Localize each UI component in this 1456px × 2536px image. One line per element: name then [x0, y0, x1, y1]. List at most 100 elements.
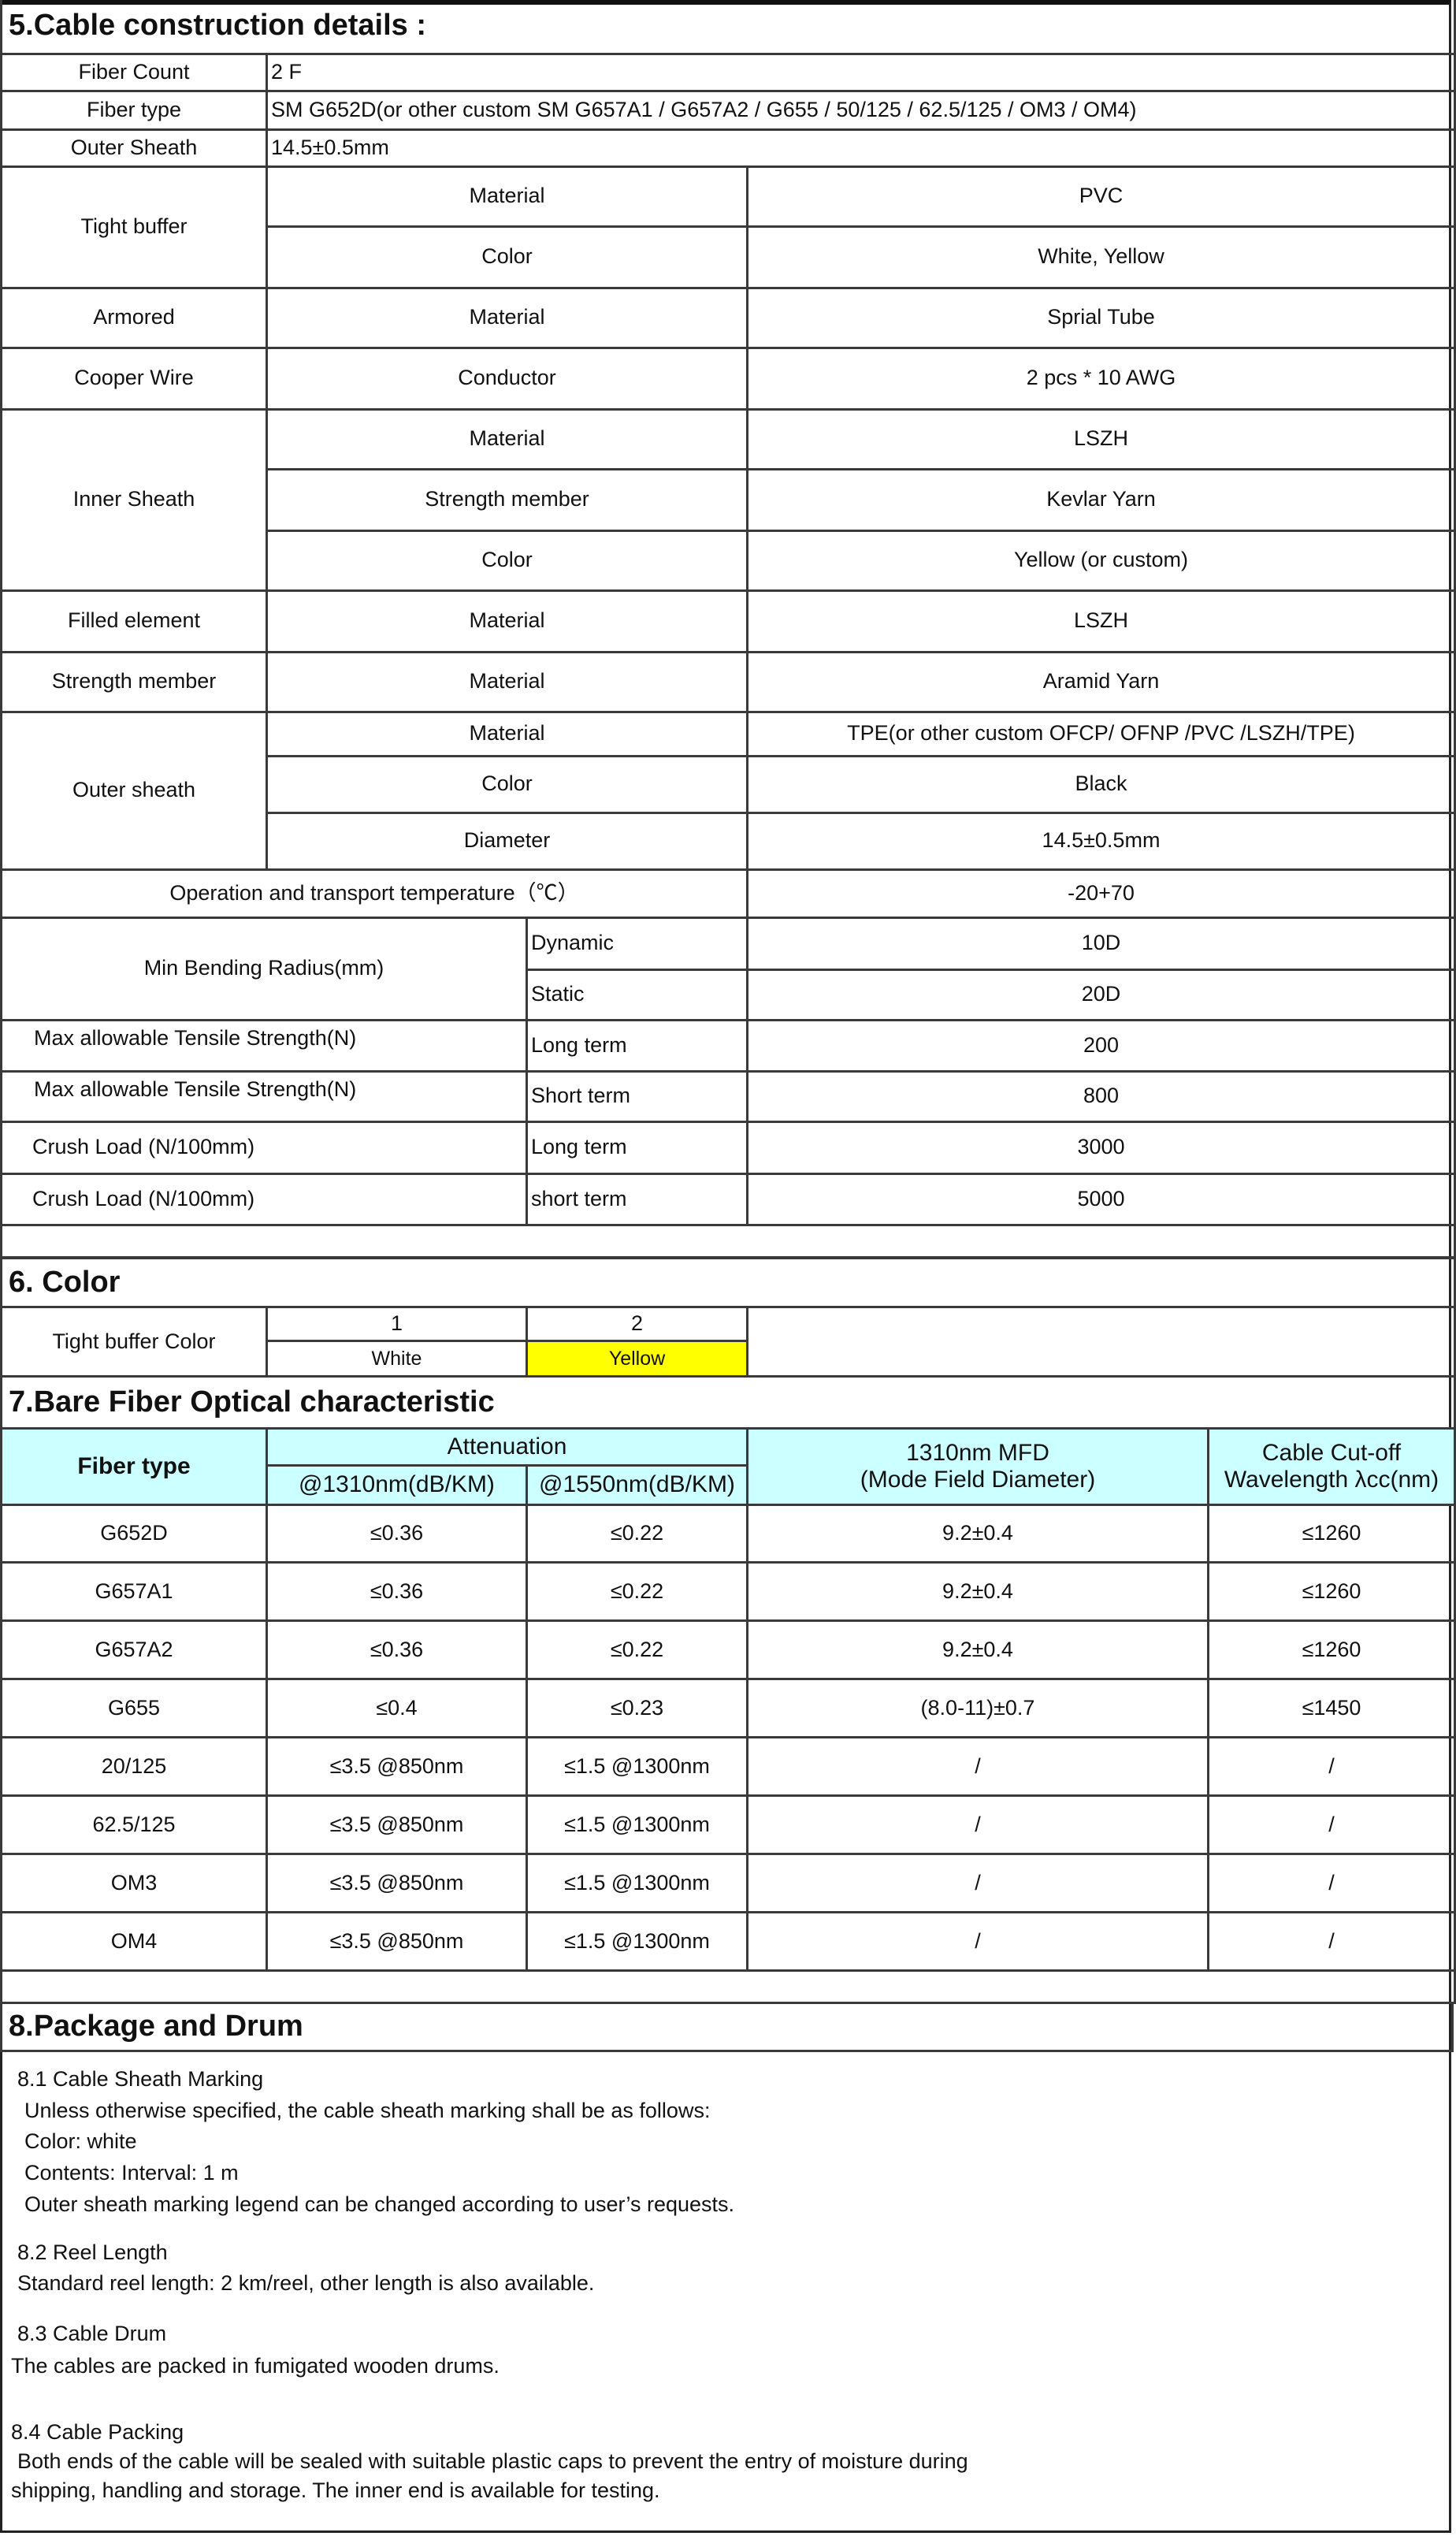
- table-cell: G657A2: [0, 1619, 268, 1680]
- table-row: G657A2 ≤0.36 ≤0.22 9.2±0.4 ≤1260: [0, 1619, 1456, 1680]
- table-cell: 62.5/125: [0, 1794, 268, 1855]
- label-bending-radius: Min Bending Radius(mm): [0, 916, 528, 1021]
- table-cell: /: [746, 1736, 1209, 1797]
- table-cell: G655: [0, 1678, 268, 1738]
- table-cell: ≤1.5 @1300nm: [526, 1911, 748, 1972]
- spacer-row: [0, 1223, 1456, 1259]
- key: Short term: [526, 1069, 748, 1123]
- table-cell: ≤0.22: [526, 1561, 748, 1622]
- table-cell: /: [1206, 1853, 1456, 1913]
- header-cutoff-line1: Cable Cut-off: [1261, 1439, 1402, 1466]
- table-row: OM3 ≤3.5 @850nm ≤1.5 @1300nm / /: [0, 1853, 1456, 1913]
- key: Static: [526, 968, 748, 1021]
- label-tensile-long: Max allowable Tensile Strength(N): [0, 1018, 528, 1073]
- key: Color: [266, 225, 748, 289]
- package-title-table: 8.Package and Drum: [0, 2002, 1454, 2052]
- table-cell: 9.2±0.4: [746, 1504, 1209, 1564]
- value: 3000: [746, 1120, 1456, 1175]
- header-attenuation: Attenuation: [266, 1427, 748, 1467]
- table-cell: ≤0.36: [266, 1504, 528, 1564]
- value-fiber-type: SM G652D(or other custom SM G657A1 / G65…: [266, 89, 1456, 131]
- text-line: Standard reel length: 2 km/reel, other l…: [17, 2271, 595, 2295]
- key: Long term: [526, 1120, 748, 1175]
- label-strength-member: Strength member: [0, 650, 268, 713]
- text-line: shipping, handling and storage. The inne…: [11, 2478, 660, 2502]
- value: 5000: [746, 1172, 1456, 1226]
- header-mfd: 1310nm MFD (Mode Field Diameter): [746, 1427, 1209, 1506]
- text-line: Outer sheath marking legend can be chang…: [24, 2192, 735, 2216]
- table-cell: /: [746, 1794, 1209, 1855]
- table-cell: 9.2±0.4: [746, 1619, 1209, 1680]
- label-crush-short: Crush Load (N/100mm): [0, 1172, 528, 1226]
- text-line: Color: white: [24, 2129, 137, 2153]
- table-cell: ≤1260: [1206, 1619, 1456, 1680]
- label-crush-long: Crush Load (N/100mm): [0, 1120, 528, 1175]
- value: 800: [746, 1069, 1456, 1123]
- table-cell: ≤1.5 @1300nm: [526, 1853, 748, 1913]
- table-cell: ≤0.22: [526, 1619, 748, 1680]
- value: 200: [746, 1018, 1456, 1073]
- table-cell: ≤0.36: [266, 1619, 528, 1680]
- heading-8-2: 8.2 Reel Length: [17, 2240, 168, 2264]
- table-row: 62.5/125 ≤3.5 @850nm ≤1.5 @1300nm / /: [0, 1794, 1456, 1855]
- header-att-1550: @1550nm(dB/KM): [526, 1464, 748, 1506]
- label-temperature: Operation and transport temperature（℃）: [0, 868, 748, 919]
- label-fiber-count: Fiber Count: [0, 52, 268, 92]
- table-row: 20/125 ≤3.5 @850nm ≤1.5 @1300nm / /: [0, 1736, 1456, 1797]
- label-fiber-type: Fiber type: [0, 89, 268, 131]
- value: 14.5±0.5mm: [746, 811, 1456, 871]
- value: Sprial Tube: [746, 286, 1456, 349]
- value: TPE(or other custom OFCP/ OFNP /PVC /LSZ…: [746, 710, 1456, 757]
- table-cell: ≤3.5 @850nm: [266, 1853, 528, 1913]
- table-cell: /: [746, 1911, 1209, 1972]
- text-line: Contents: Interval: 1 m: [24, 2161, 239, 2185]
- table-cell: ≤1450: [1206, 1678, 1456, 1738]
- key: Material: [266, 650, 748, 713]
- table-cell: OM4: [0, 1911, 268, 1972]
- table-row: G652D ≤0.36 ≤0.22 9.2±0.4 ≤1260: [0, 1504, 1456, 1564]
- heading-8-1: 8.1 Cable Sheath Marking: [17, 2067, 264, 2091]
- value: Yellow (or custom): [746, 529, 1456, 592]
- label-tensile-short: Max allowable Tensile Strength(N): [0, 1069, 528, 1123]
- cable-construction-table: 5.Cable construction details : Fiber Cou…: [0, 0, 1456, 1259]
- header-fiber-type: Fiber type: [0, 1427, 268, 1506]
- label-outer-sheath-2: Outer sheath: [0, 710, 268, 871]
- table-cell: ≤0.23: [526, 1678, 748, 1738]
- section-7-title: 7.Bare Fiber Optical characteristic: [0, 1375, 1456, 1430]
- fiber-number-1: 1: [266, 1306, 528, 1342]
- section-8-title: 8.Package and Drum: [0, 2002, 1454, 2052]
- table-cell: ≤1260: [1206, 1561, 1456, 1622]
- spacer-row: [0, 1969, 1456, 2004]
- section-6-title: 6. Color: [0, 1257, 1456, 1308]
- fiber-color-2: Yellow: [526, 1340, 748, 1378]
- table-cell: 9.2±0.4: [746, 1561, 1209, 1622]
- table-cell: ≤3.5 @850nm: [266, 1794, 528, 1855]
- key: Diameter: [266, 811, 748, 871]
- value: LSZH: [746, 589, 1456, 653]
- header-mfd-line2: (Mode Field Diameter): [860, 1467, 1096, 1493]
- table-row: G657A1 ≤0.36 ≤0.22 9.2±0.4 ≤1260: [0, 1561, 1456, 1622]
- value-fiber-count: 2 F: [266, 52, 1456, 92]
- value: 2 pcs * 10 AWG: [746, 346, 1456, 411]
- key: Material: [266, 589, 748, 653]
- text-line: Both ends of the cable will be sealed wi…: [17, 2449, 968, 2473]
- key: Material: [266, 710, 748, 757]
- value: 20D: [746, 968, 1456, 1021]
- label-tight-buffer-color: Tight buffer Color: [0, 1306, 268, 1378]
- key: Material: [266, 165, 748, 228]
- fiber-number-2: 2: [526, 1306, 748, 1342]
- header-mfd-line1: 1310nm MFD: [906, 1439, 1049, 1466]
- table-cell: ≤0.4: [266, 1678, 528, 1738]
- value-outer-sheath: 14.5±0.5mm: [266, 128, 1456, 168]
- table-cell: G657A1: [0, 1561, 268, 1622]
- value: Kevlar Yarn: [746, 467, 1456, 532]
- label-cooper-wire: Cooper Wire: [0, 346, 268, 411]
- key: Long term: [526, 1018, 748, 1073]
- label-filled-element: Filled element: [0, 589, 268, 653]
- label-outer-sheath: Outer Sheath: [0, 128, 268, 168]
- table-cell: (8.0-11)±0.7: [746, 1678, 1209, 1738]
- table-cell: ≤0.36: [266, 1561, 528, 1622]
- table-cell: 20/125: [0, 1736, 268, 1797]
- label-tight-buffer: Tight buffer: [0, 165, 268, 289]
- key: Material: [266, 286, 748, 349]
